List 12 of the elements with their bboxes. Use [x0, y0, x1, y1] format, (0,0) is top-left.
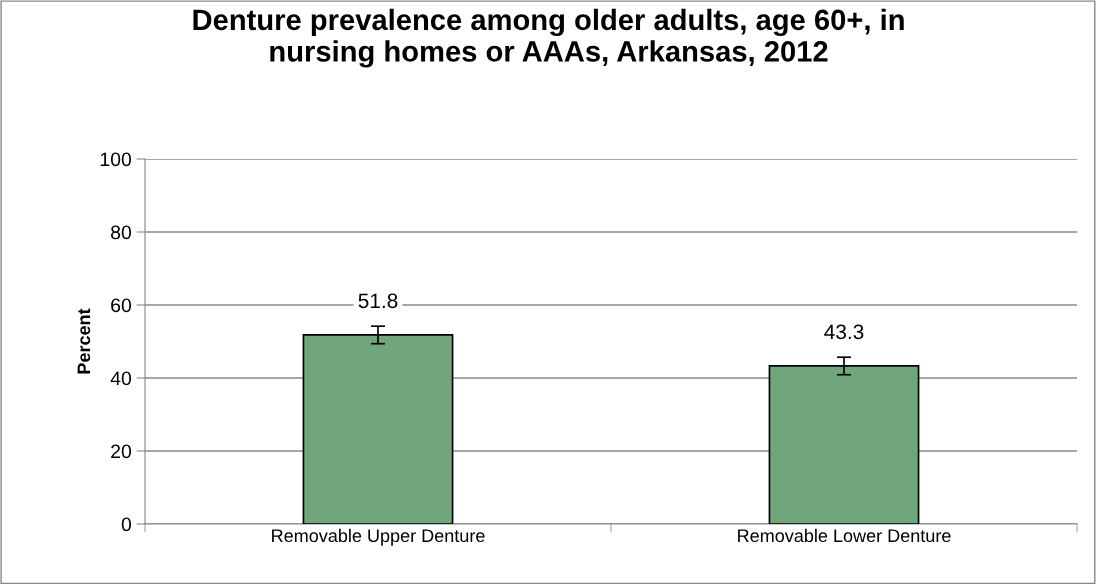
y-tick-label: 60: [111, 298, 132, 313]
x-tick-label: Removable Lower Denture: [738, 528, 951, 543]
y-tick-label: 100: [100, 152, 132, 167]
data-label: 51.8: [358, 293, 398, 309]
y-tick-label: 80: [111, 225, 132, 240]
chart-title: Denture prevalence among older adults, age 60+, in nursing homes or AAAs, Arkansas, 2012: [193, 8, 904, 68]
data-label: 43.3: [824, 324, 864, 340]
y-axis-title: Percent: [77, 308, 91, 374]
y-tick-label: 0: [121, 517, 132, 532]
x-tick-label: Removable Upper Denture: [272, 528, 485, 546]
y-tick-label: 20: [111, 444, 132, 459]
y-tick-label: 40: [110, 371, 132, 386]
